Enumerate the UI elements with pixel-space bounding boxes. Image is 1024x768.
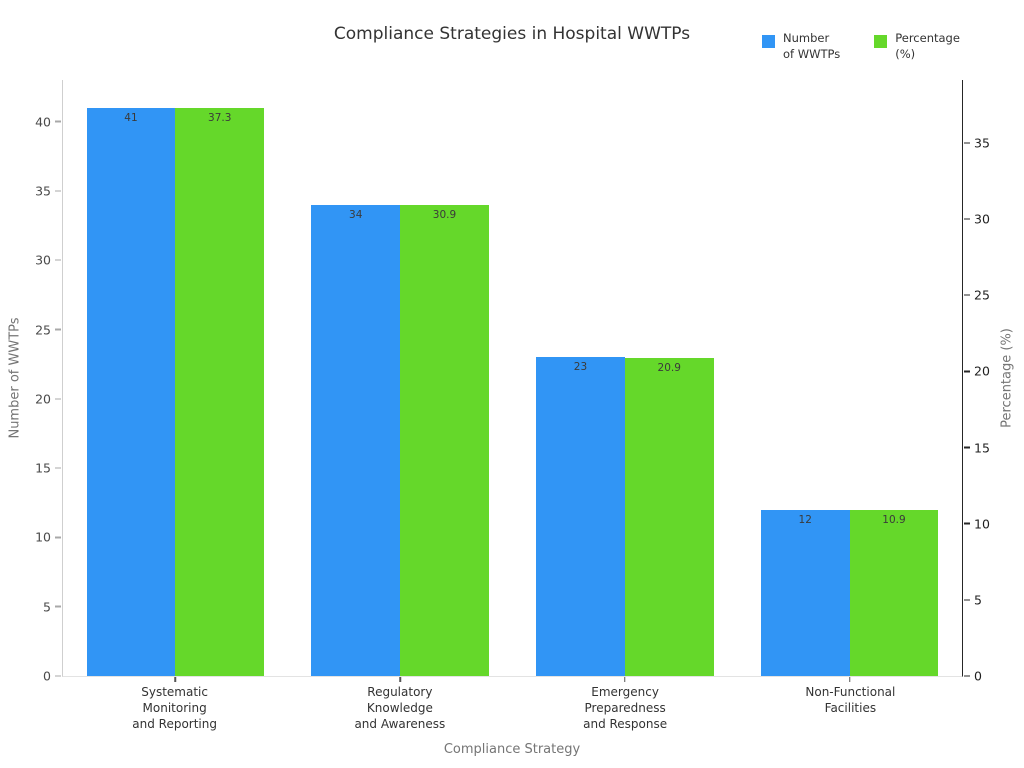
tick-mark-icon [964, 522, 970, 525]
tick-label: 40 [35, 114, 51, 130]
bars-container: 41 37.3 34 30.9 23 20.9 12 10.9 [63, 80, 962, 682]
bar-percentage-3: 10.9 [849, 509, 939, 676]
legend-swatch-icon [762, 35, 775, 48]
x-axis-title: Compliance Strategy [443, 742, 581, 757]
tick-label: 20 [974, 363, 990, 379]
y-tick-right: 15 [962, 440, 990, 455]
y-tick-right: 30 [962, 212, 990, 227]
y-tick-left: 35 [35, 183, 63, 198]
legend: Number of WWTPs Percentage (%) [762, 30, 960, 62]
tick-label: 10 [974, 516, 990, 532]
tick-label: 20 [35, 391, 51, 407]
legend-item-1: Percentage (%) [874, 30, 960, 62]
tick-mark-icon [55, 120, 61, 123]
tick-mark-icon [964, 446, 970, 449]
y-tick-right: 20 [962, 364, 990, 379]
y-tick-left: 20 [35, 391, 63, 406]
legend-label: Percentage (%) [895, 31, 960, 62]
bar-group-1: 34 30.9 [288, 80, 513, 682]
tick-label: 5 [974, 592, 982, 608]
y-axis-title-left: Number of WWTPs [7, 317, 23, 439]
tick-label: 0 [974, 668, 982, 684]
bar-wwtps-2: 23 [536, 357, 625, 676]
legend-item-0: Number of WWTPs [762, 30, 840, 62]
bar-value-label: 20.9 [657, 361, 681, 374]
bar-value-label: 41 [124, 111, 138, 124]
tick-label: 25 [35, 322, 51, 337]
x-tick-mark-icon [174, 677, 177, 682]
bar-pair: 41 37.3 [86, 80, 265, 676]
tick-label: 25 [974, 287, 990, 303]
tick-mark-icon [55, 398, 61, 400]
bar-value-label: 12 [798, 513, 812, 526]
tick-label: 10 [35, 529, 51, 545]
bar-percentage-1: 30.9 [400, 205, 489, 676]
y-tick-right: 10 [962, 516, 990, 531]
bar-group-0: 41 37.3 [63, 80, 288, 682]
x-tick-mark-icon [399, 677, 401, 682]
y-tick-left: 40 [35, 114, 63, 129]
tick-label: 35 [974, 135, 990, 151]
y-tick-right: 25 [962, 288, 990, 303]
tick-mark-icon [964, 294, 970, 296]
y-tick-left: 5 [43, 599, 63, 614]
tick-mark-icon [55, 605, 61, 608]
bar-value-label: 10.9 [882, 513, 906, 526]
bar-group-2: 23 20.9 [513, 80, 738, 682]
bar-value-label: 23 [573, 361, 588, 374]
chart-title: Compliance Strategies in Hospital WWTPs [333, 24, 691, 44]
bar-pair: 23 20.9 [536, 80, 714, 676]
y-tick-right: 0 [962, 669, 982, 684]
tick-mark-icon [55, 328, 61, 331]
tick-mark-icon [55, 259, 61, 261]
x-tick-mark-icon [624, 677, 626, 682]
tick-label: 15 [974, 440, 990, 456]
y-tick-left: 0 [43, 669, 63, 684]
y-tick-left: 10 [35, 530, 63, 545]
bar-value-label: 30.9 [432, 209, 457, 222]
category-label-2: Emergency Preparedness and Response [583, 685, 668, 731]
tick-mark-icon [964, 370, 970, 373]
tick-label: 30 [35, 252, 51, 268]
tick-label: 5 [43, 599, 51, 615]
bar-value-label: 37.3 [208, 111, 232, 124]
y-tick-right: 5 [962, 592, 982, 607]
x-tick-mark-icon [848, 677, 851, 682]
bar-percentage-2: 20.9 [624, 357, 714, 676]
category-label-0: Systematic Monitoring and Reporting [132, 685, 217, 731]
y-tick-right: 35 [962, 135, 990, 150]
plot-area: 41 37.3 34 30.9 23 20.9 12 10.9 0 5 10 15 20 25 30 35 4… [35, 80, 990, 684]
tick-mark-icon [964, 218, 970, 220]
tick-mark-icon [55, 190, 61, 192]
bar-wwtps-0: 41 [86, 107, 176, 676]
y-axis-title-right: Percentage (%) [999, 328, 1015, 428]
tick-mark-icon [55, 675, 61, 677]
y-tick-left: 25 [35, 322, 63, 337]
legend-label: Number of WWTPs [783, 31, 841, 62]
tick-label: 0 [43, 668, 51, 684]
tick-label: 30 [974, 211, 990, 227]
tick-mark-icon [964, 675, 970, 677]
bar-wwtps-3: 12 [760, 509, 850, 676]
y-tick-left: 30 [35, 253, 63, 268]
bar-group-3: 12 10.9 [737, 80, 962, 682]
legend-swatch-icon [874, 35, 888, 48]
bar-pair: 34 30.9 [311, 80, 489, 676]
bar-percentage-0: 37.3 [175, 107, 265, 676]
tick-mark-icon [964, 142, 970, 144]
tick-label: 35 [35, 183, 51, 199]
tick-mark-icon [55, 536, 61, 539]
bar-value-label: 34 [349, 208, 363, 221]
tick-label: 15 [35, 460, 51, 476]
tick-mark-icon [55, 467, 61, 469]
tick-mark-icon [964, 599, 970, 601]
bar-wwtps-1: 34 [311, 204, 401, 676]
x-category-labels: Systematic Monitoring and Reporting Regul… [62, 684, 963, 732]
category-label-3: Non-Functional Facilities [805, 685, 896, 715]
y-tick-left: 15 [35, 461, 63, 476]
category-label-1: Regulatory Knowledge and Awareness [354, 685, 446, 731]
bar-pair: 12 10.9 [760, 80, 939, 676]
